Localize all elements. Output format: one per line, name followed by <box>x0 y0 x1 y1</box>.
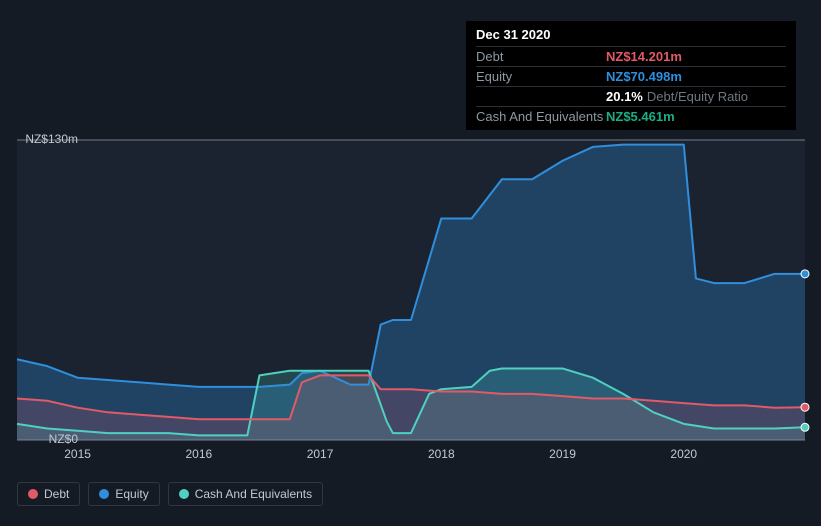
y-axis-label: NZ$130m <box>25 132 78 146</box>
tooltip-ratio: 20.1%Debt/Equity Ratio <box>606 87 786 107</box>
x-axis-label: 2019 <box>549 447 576 461</box>
tooltip-row-value: NZ$14.201m <box>606 47 786 67</box>
series-marker-cash <box>801 423 809 431</box>
y-axis-label: NZ$0 <box>49 432 78 446</box>
legend-label: Equity <box>115 487 148 501</box>
legend-swatch <box>179 489 189 499</box>
x-axis-label: 2017 <box>307 447 334 461</box>
series-marker-equity <box>801 270 809 278</box>
tooltip-row-label: Debt <box>476 47 606 67</box>
legend-item-cash[interactable]: Cash And Equivalents <box>168 482 323 506</box>
x-axis-label: 2020 <box>670 447 697 461</box>
tooltip-row-label: Cash And Equivalents <box>476 107 606 127</box>
tooltip-date: Dec 31 2020 <box>476 27 786 46</box>
legend-label: Cash And Equivalents <box>195 487 312 501</box>
series-marker-debt <box>801 403 809 411</box>
x-axis-label: 2016 <box>185 447 212 461</box>
legend-item-debt[interactable]: Debt <box>17 482 80 506</box>
legend-label: Debt <box>44 487 69 501</box>
tooltip: Dec 31 2020 Debt NZ$14.201m Equity NZ$70… <box>466 21 796 130</box>
tooltip-row-value: NZ$5.461m <box>606 107 786 127</box>
financials-chart: NZ$0 NZ$130m 2015 2016 2017 2018 2019 2020 Dec … <box>0 0 821 526</box>
tooltip-row-value: NZ$70.498m <box>606 67 786 87</box>
legend: Debt Equity Cash And Equivalents <box>17 482 323 506</box>
x-axis-label: 2018 <box>428 447 455 461</box>
x-axis-label: 2015 <box>64 447 91 461</box>
legend-swatch <box>99 489 109 499</box>
legend-item-equity[interactable]: Equity <box>88 482 159 506</box>
tooltip-row-label: Equity <box>476 67 606 87</box>
legend-swatch <box>28 489 38 499</box>
